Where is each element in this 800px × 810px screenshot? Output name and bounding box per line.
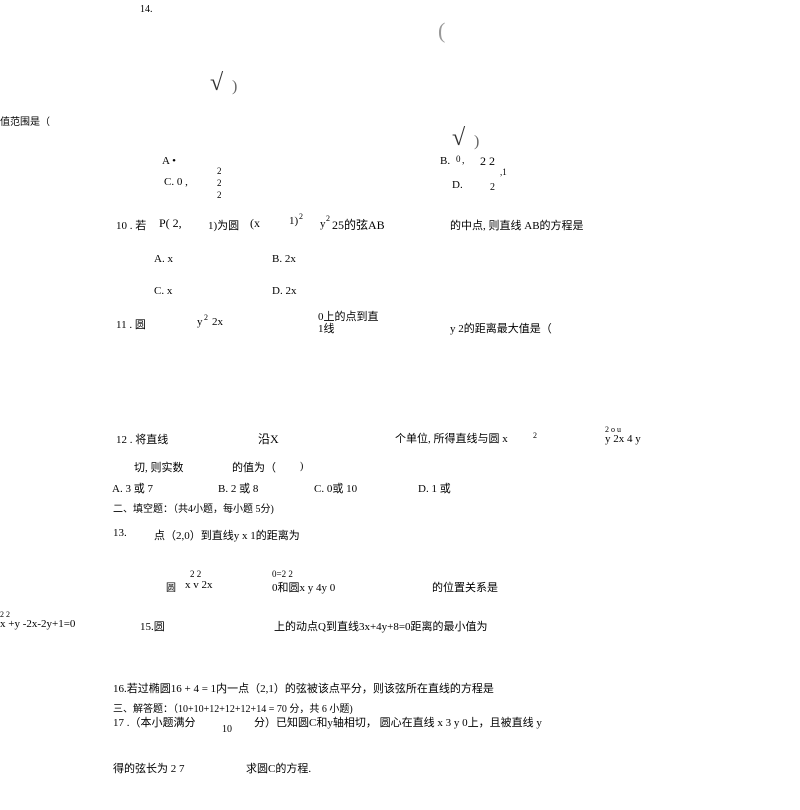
section-3: 三、解答题：（10+10+12+12+12+14 = 70 分，共 6 小题) (113, 700, 353, 715)
option-c1-label: C. 0 , (164, 176, 188, 188)
option-b1-main: 2 2 (480, 154, 495, 169)
q12-optB: B. 2 或 8 (218, 480, 258, 496)
q10-optD: D. 2x (272, 285, 296, 297)
q11-a: 11 . 圆 (116, 316, 146, 332)
q12-b: 沿X (258, 430, 279, 447)
q12-f: 切, 则实数 (134, 459, 184, 475)
option-c1-frac-mid: 2 (217, 178, 222, 188)
q17-e: 求圆C的方程. (246, 760, 311, 776)
q10-optB: B. 2x (272, 253, 296, 265)
q17-d: 得的弦长为 2 7 (113, 760, 185, 776)
q10-h: 的中点, 则直线 AB的方程是 (450, 217, 584, 233)
option-d1-label: D. (452, 179, 463, 191)
q14-label: 14. (140, 4, 153, 15)
q12-h: ) (300, 461, 303, 472)
q12-c: 个单位, 所得直线与圆 x (395, 430, 508, 446)
q15-pre: x +y -2x-2y+1=0 (0, 618, 75, 630)
q12-optC: C. 0或 10 (314, 480, 357, 496)
q12-optD: D. 1 或 (418, 480, 451, 496)
q11-f: y 2的距离最大值是（ (450, 320, 552, 336)
q10-g: 25的弦AB (332, 216, 385, 233)
q11-e: 1线 (318, 320, 335, 336)
q17-b: 10 (222, 724, 232, 735)
q10-c: 1)为圆 (208, 217, 239, 233)
option-c1-frac-top: 2 (217, 166, 222, 176)
range-text: 值范围是（ (0, 113, 50, 128)
q11-b-sup: 2 (204, 313, 208, 322)
q12-e: y 2x 4 y (605, 433, 641, 445)
q12-a: 12 . 将直线 (116, 431, 168, 447)
option-b1-comma: , (462, 155, 465, 166)
q14b-c: x v 2x (185, 579, 213, 591)
q13-a: 13. (113, 527, 127, 539)
q16-a: 16.若过椭圆16 + 4 = 1内一点（2,1）的弦被该点平分，则该弦所在直线… (113, 680, 494, 696)
option-b1-zero: 0 (456, 154, 461, 164)
q14b-sup: 2 2 (190, 569, 201, 579)
option-a1: A • (162, 155, 176, 167)
paren-decoration (438, 18, 463, 48)
q10-optA: A. x (154, 253, 173, 265)
option-c1-frac-bot: 2 (217, 190, 222, 200)
q17-c: 分）已知圆C和y轴相切， 圆心在直线 x 3 y 0上，且被直线 y (254, 714, 542, 730)
q17-a: 17 .（本小题满分 (113, 714, 196, 730)
q15-b: 上的动点Q到直线3x+4y+8=0距离的最小值为 (274, 618, 488, 634)
q12-c-sup: 2 (533, 431, 537, 440)
q14b-a: 圆 (166, 579, 176, 594)
option-b1-sub: ,1 (500, 167, 507, 177)
option-d1-val: 2 (490, 182, 495, 193)
q14b-e: 0和圆x y 4y 0 (272, 579, 335, 595)
q10-f-sup: 2 (326, 214, 330, 223)
section-2: 二、填空题：（共4小题，每小题 5分) (113, 500, 274, 515)
q13-b: 点（2,0）到直线y x 1的距离为 (154, 527, 300, 543)
q14b-f: 的位置关系是 (432, 579, 498, 595)
q15-a: 15.圆 (140, 618, 165, 634)
sqrt-image-1 (202, 60, 247, 115)
q12-optA: A. 3 或 7 (112, 480, 153, 496)
q10-f: y (320, 218, 326, 230)
q10-d: (x (250, 216, 260, 231)
q12-g: 的值为（ (232, 459, 276, 475)
q14b-d-sup: 0=2 2 (272, 569, 293, 579)
q10-e: 1) (289, 215, 298, 227)
q10-a: 10 . 若 (116, 217, 146, 233)
option-b1-label: B. (440, 155, 450, 167)
q10-e-sup: 2 (299, 212, 303, 221)
q10-optC: C. x (154, 285, 172, 297)
q11-c: 2x (212, 316, 223, 328)
q11-b: y (197, 316, 203, 328)
q10-b: P( 2, (159, 216, 182, 231)
